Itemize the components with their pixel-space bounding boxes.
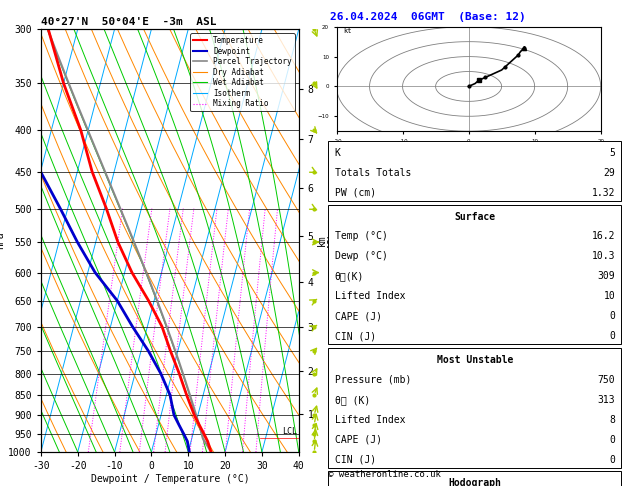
Text: θᴜ(K): θᴜ(K) xyxy=(335,271,364,281)
X-axis label: Dewpoint / Temperature (°C): Dewpoint / Temperature (°C) xyxy=(91,474,249,484)
Text: CAPE (J): CAPE (J) xyxy=(335,311,382,321)
Text: 5: 5 xyxy=(610,148,615,158)
Text: Dewp (°C): Dewp (°C) xyxy=(335,251,387,261)
Text: 40°27'N  50°04'E  -3m  ASL: 40°27'N 50°04'E -3m ASL xyxy=(41,17,216,27)
Text: 25: 25 xyxy=(252,452,260,458)
Text: CIN (J): CIN (J) xyxy=(335,331,376,341)
Text: 3: 3 xyxy=(137,452,142,458)
Text: 1: 1 xyxy=(86,452,91,458)
Text: 0: 0 xyxy=(610,454,615,465)
Text: Lifted Index: Lifted Index xyxy=(335,291,405,301)
Text: 2: 2 xyxy=(118,452,122,458)
Text: PW (cm): PW (cm) xyxy=(335,188,376,198)
Text: Temp (°C): Temp (°C) xyxy=(335,231,387,242)
Text: Most Unstable: Most Unstable xyxy=(437,355,513,365)
Text: kt: kt xyxy=(343,28,352,34)
Text: 750: 750 xyxy=(598,375,615,385)
Text: Hodograph: Hodograph xyxy=(448,478,501,486)
Text: 5: 5 xyxy=(163,452,167,458)
Text: CIN (J): CIN (J) xyxy=(335,454,376,465)
Text: 1.32: 1.32 xyxy=(592,188,615,198)
Text: Totals Totals: Totals Totals xyxy=(335,168,411,178)
Text: © weatheronline.co.uk: © weatheronline.co.uk xyxy=(328,469,441,479)
Text: 10: 10 xyxy=(198,452,207,458)
Text: 0: 0 xyxy=(610,434,615,445)
Text: 8: 8 xyxy=(188,452,192,458)
Text: 10: 10 xyxy=(603,291,615,301)
Text: K: K xyxy=(335,148,340,158)
Text: 0: 0 xyxy=(610,311,615,321)
Text: Surface: Surface xyxy=(454,211,496,222)
Text: θᴜ (K): θᴜ (K) xyxy=(335,395,370,405)
Text: Lifted Index: Lifted Index xyxy=(335,415,405,425)
Legend: Temperature, Dewpoint, Parcel Trajectory, Dry Adiabat, Wet Adiabat, Isotherm, Mi: Temperature, Dewpoint, Parcel Trajectory… xyxy=(191,33,295,111)
Text: 20: 20 xyxy=(238,452,247,458)
Text: 0: 0 xyxy=(610,331,615,341)
Text: LCL: LCL xyxy=(282,427,297,435)
Text: 16.2: 16.2 xyxy=(592,231,615,242)
Text: 10.3: 10.3 xyxy=(592,251,615,261)
Text: Pressure (mb): Pressure (mb) xyxy=(335,375,411,385)
Y-axis label: hPa: hPa xyxy=(0,232,6,249)
Text: 26.04.2024  06GMT  (Base: 12): 26.04.2024 06GMT (Base: 12) xyxy=(330,12,526,22)
Text: 313: 313 xyxy=(598,395,615,405)
Text: CAPE (J): CAPE (J) xyxy=(335,434,382,445)
Text: 29: 29 xyxy=(603,168,615,178)
Text: 309: 309 xyxy=(598,271,615,281)
Text: 4: 4 xyxy=(152,452,156,458)
Text: 8: 8 xyxy=(610,415,615,425)
Text: 15: 15 xyxy=(221,452,230,458)
Y-axis label: km
ASL: km ASL xyxy=(316,232,338,249)
